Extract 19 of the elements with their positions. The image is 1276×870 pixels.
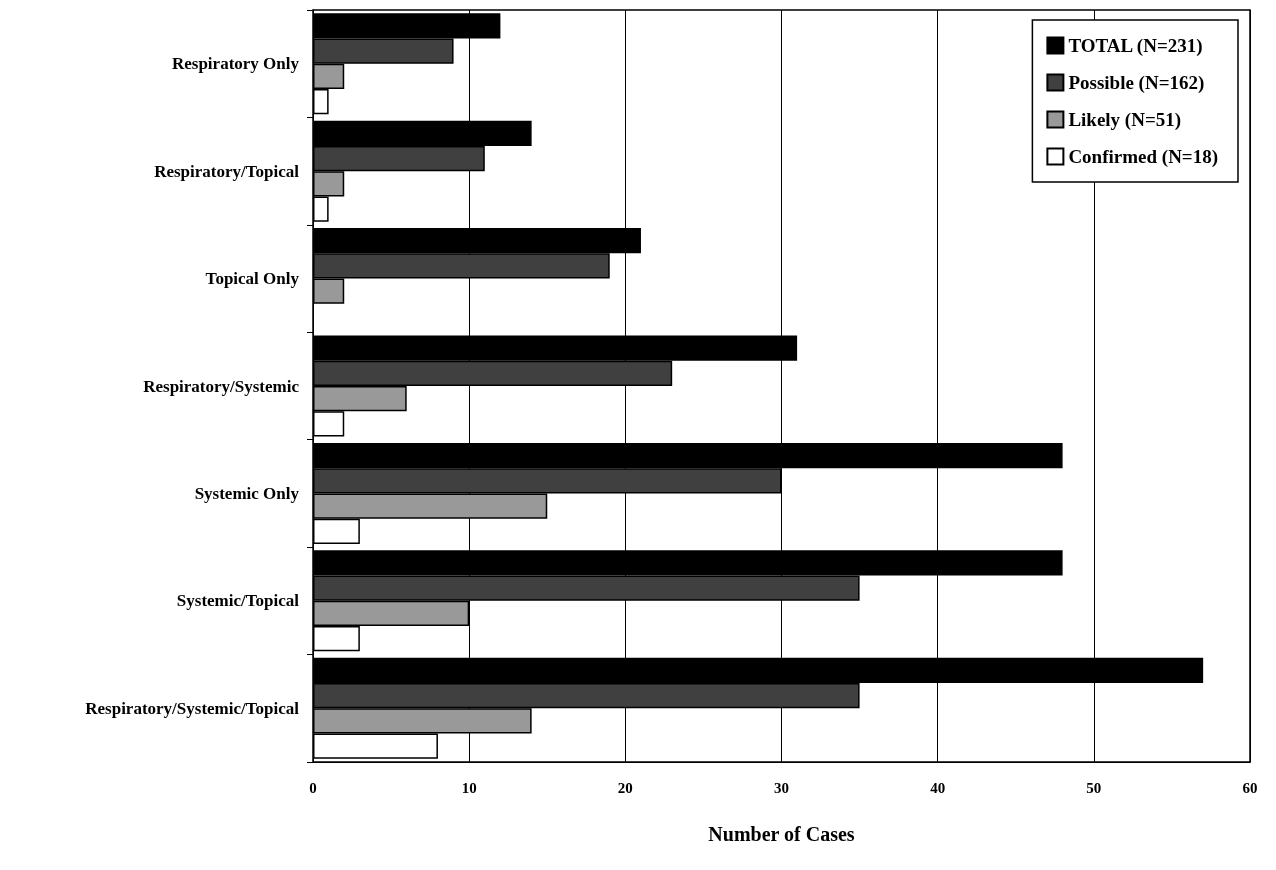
y-tick-label: Respiratory/Topical (154, 161, 300, 181)
y-tick-label: Systemic Only (194, 483, 300, 503)
x-tick-label: 50 (1086, 779, 1102, 796)
legend-label: TOTAL (N=231) (1068, 35, 1203, 57)
y-tick-label: Topical Only (205, 269, 300, 289)
x-tick-label: 30 (774, 779, 789, 796)
legend-label: Confirmed (N=18) (1068, 146, 1218, 168)
x-tick-label: 20 (617, 779, 633, 796)
x-tick-label: 10 (461, 779, 477, 796)
y-tick-label: Respiratory/Systemic/Topical (85, 698, 300, 718)
x-tick-label: 40 (930, 779, 946, 796)
y-tick-label: Respiratory Only (171, 54, 300, 74)
x-tick-label: 60 (1242, 779, 1258, 796)
y-tick-label: Respiratory/Systemic (143, 376, 300, 396)
x-tick-label: 0 (309, 779, 317, 796)
legend-label: Possible (N=162) (1068, 72, 1205, 94)
y-tick-label: Systemic/Topical (176, 591, 300, 611)
legend-label: Likely (N=51) (1068, 109, 1182, 131)
x-axis-title: Number of Cases (708, 823, 855, 845)
